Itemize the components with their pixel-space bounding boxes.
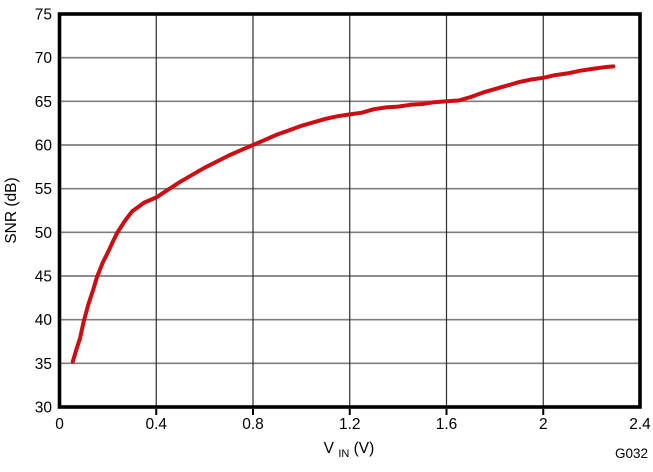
x-axis-label: V IN (V) <box>324 440 375 461</box>
figure-code: G032 <box>615 446 648 461</box>
gridlines <box>59 14 640 407</box>
x-tick-label: 1.6 <box>436 416 458 433</box>
x-tick-label: 2 <box>539 416 548 433</box>
y-tick-label: 65 <box>35 94 52 111</box>
y-tick-label: 60 <box>35 138 53 155</box>
x-tick-label: 0 <box>55 416 64 433</box>
curve-layer <box>70 64 616 364</box>
y-tick-label: 40 <box>35 312 53 329</box>
y-tick-label: 50 <box>35 225 53 242</box>
y-tick-label: 35 <box>35 356 52 373</box>
x-axis-label-symbol: V <box>324 440 335 457</box>
axis-ticks <box>155 408 545 415</box>
x-axis-label-unit: (V) <box>354 440 375 457</box>
y-tick-label: 75 <box>35 7 52 24</box>
x-tick-label: 1.2 <box>339 416 361 433</box>
y-tick-label: 55 <box>35 181 52 198</box>
y-axis-label: SNR (dB) <box>3 177 20 243</box>
y-tick-label: 30 <box>35 400 53 417</box>
x-tick-label: 2.4 <box>629 416 651 433</box>
x-tick-label: 0.8 <box>242 416 264 433</box>
x-tick-label: 0.4 <box>145 416 167 433</box>
plot-frame <box>57 12 642 409</box>
snr-curve <box>70 64 616 364</box>
tick-labels: 0 0.4 0.8 1.2 1.6 2 2.4 30 35 40 45 50 55 60 65 70 75 <box>35 7 651 434</box>
x-axis-label-subscript: IN <box>338 448 349 460</box>
y-tick-label: 45 <box>35 269 52 286</box>
y-tick-label: 70 <box>35 50 53 67</box>
